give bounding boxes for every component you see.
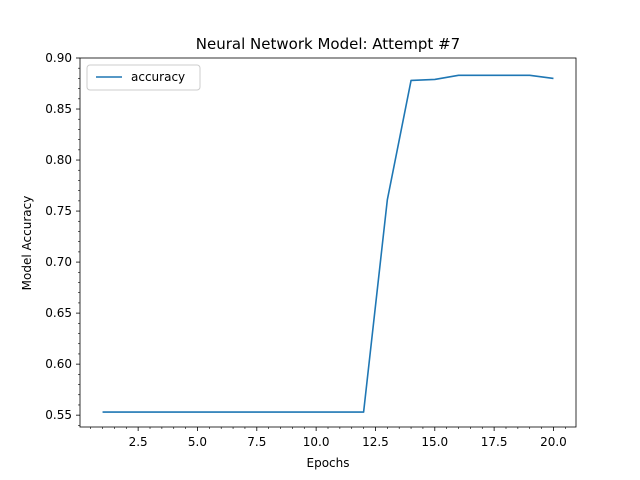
x-tick-label: 15.0 (421, 435, 448, 449)
x-tick-label: 17.5 (481, 435, 508, 449)
y-tick-label: 0.55 (45, 408, 72, 422)
x-tick-label: 12.5 (362, 435, 389, 449)
x-tick-label: 2.5 (129, 435, 148, 449)
y-tick-label: 0.85 (45, 102, 72, 116)
plot-area: 2.5 5.0 7.5 10.0 12.5 15.0 17.5 20.0 0.55 0.60 0.6… (45, 51, 577, 449)
x-tick-label: 10.0 (303, 435, 330, 449)
chart-title: Neural Network Model: Attempt #7 (196, 35, 460, 53)
y-tick-label: 0.90 (45, 51, 72, 65)
x-tick-label: 20.0 (540, 435, 567, 449)
legend-frame (86, 64, 201, 91)
x-tick-label: 7.5 (247, 435, 266, 449)
y-tick-label: 0.75 (45, 204, 72, 218)
x-tick-label: 5.0 (188, 435, 207, 449)
y-tick-label: 0.70 (45, 255, 72, 269)
y-axis-label: Model Accuracy (20, 196, 34, 291)
series-line-accuracy (102, 74, 554, 413)
y-tick-label: 0.65 (45, 306, 72, 320)
x-axis-label: Epochs (307, 456, 350, 470)
legend: accuracy (86, 64, 201, 91)
y-tick-label: 0.60 (45, 357, 72, 371)
legend-label: accuracy (131, 70, 185, 84)
y-tick-label: 0.80 (45, 153, 72, 167)
axes-frame (79, 57, 577, 428)
